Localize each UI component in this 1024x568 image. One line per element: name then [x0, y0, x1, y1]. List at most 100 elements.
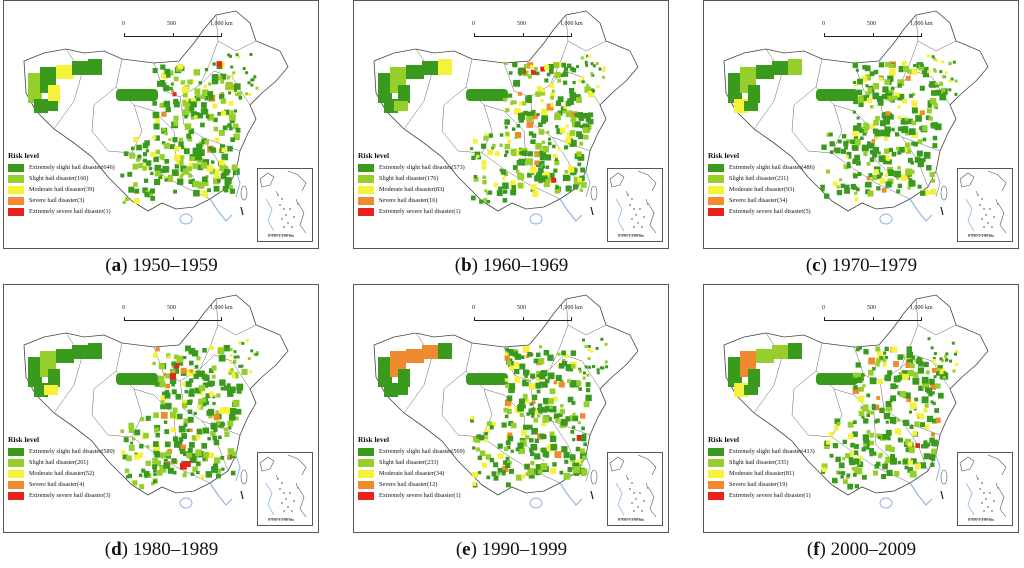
- county-cell: [137, 154, 142, 159]
- county-cell: [873, 404, 880, 411]
- county-cell: [580, 167, 586, 173]
- county-cell: [886, 469, 893, 476]
- hail-region-patch: [772, 61, 788, 75]
- county-cell: [190, 111, 197, 118]
- county-cell: [897, 418, 901, 422]
- county-cell: [253, 75, 257, 79]
- county-cell: [194, 115, 198, 119]
- county-cell: [911, 141, 916, 146]
- county-cell: [200, 474, 205, 479]
- county-cell: [501, 422, 507, 428]
- county-cell: [906, 351, 914, 359]
- county-cell: [548, 398, 554, 404]
- county-cell: [128, 427, 134, 433]
- map-frame: 0 500 1,000 km Risk level Extremely slight h…: [3, 284, 319, 533]
- county-cell: [908, 178, 913, 183]
- county-cell: [539, 345, 543, 349]
- county-cell: [537, 414, 541, 418]
- county-cell: [553, 168, 558, 173]
- county-cell: [553, 153, 558, 159]
- county-cell: [172, 407, 178, 413]
- county-cell: [512, 62, 517, 67]
- coastline: [559, 482, 583, 506]
- county-cell: [873, 119, 879, 126]
- hainan-island: [879, 213, 893, 225]
- map-frame: 0 500 1,000 km Risk level Extremely slight h…: [703, 284, 1019, 533]
- county-cell: [884, 61, 890, 68]
- county-cell: [183, 423, 188, 427]
- county-cell: [508, 468, 514, 474]
- inset-map: 0 550 1,100 km: [957, 168, 1013, 242]
- county-cell: [923, 408, 928, 413]
- county-cell: [920, 190, 926, 196]
- county-cell: [569, 383, 575, 388]
- legend-label: Extremely slight hail disaster: [379, 448, 452, 455]
- county-cell: [190, 101, 195, 106]
- county-cell: [484, 436, 489, 441]
- county-cell: [214, 80, 219, 84]
- panel-period: 1970–1979: [831, 255, 918, 276]
- county-cell: [188, 179, 194, 184]
- county-cell: [907, 369, 914, 377]
- hainan-island: [879, 497, 893, 509]
- county-cell: [854, 82, 858, 87]
- county-cell: [897, 391, 902, 396]
- county-cell: [122, 200, 126, 205]
- county-cell: [888, 147, 893, 152]
- county-cell: [220, 386, 225, 391]
- county-cell: [161, 72, 168, 80]
- county-cell: [923, 151, 931, 159]
- legend-count: (1): [453, 492, 461, 499]
- county-cell: [182, 473, 187, 478]
- county-cell: [165, 383, 171, 389]
- coastline: [909, 482, 933, 506]
- hail-region-patch: [56, 65, 74, 79]
- county-cell: [479, 450, 486, 456]
- hail-region-patch: [744, 101, 758, 111]
- county-cell: [863, 443, 867, 447]
- taiwan-island: [940, 185, 948, 201]
- county-cell: [181, 145, 185, 149]
- county-cell: [602, 66, 606, 70]
- county-cell: [155, 118, 160, 124]
- county-cell: [857, 96, 864, 103]
- county-cell: [599, 366, 603, 370]
- county-cell: [952, 60, 956, 64]
- inset-map: 0 550 1,100 km: [607, 168, 663, 242]
- county-cell: [868, 357, 876, 365]
- legend-item: Slight hail disaster (231): [708, 173, 848, 184]
- county-cell: [853, 125, 859, 131]
- county-cell: [221, 153, 229, 161]
- county-cell: [174, 164, 179, 169]
- county-cell: [845, 453, 851, 459]
- county-cell: [487, 149, 493, 156]
- county-cell: [821, 467, 827, 472]
- county-cell: [596, 371, 600, 375]
- county-cell: [219, 93, 225, 100]
- county-cell: [928, 116, 933, 121]
- county-cell: [854, 484, 859, 489]
- legend-swatch: [708, 491, 724, 500]
- county-cell: [852, 372, 858, 378]
- county-cell: [541, 115, 549, 123]
- county-cell: [176, 161, 180, 165]
- coastline: [585, 170, 591, 198]
- county-cell: [483, 198, 488, 203]
- county-cell: [504, 399, 512, 406]
- legend-label: Extremely slight hail disaster: [729, 448, 802, 455]
- county-cell: [560, 73, 565, 78]
- legend-item: Extremely severe hail disaster (1): [708, 490, 848, 501]
- legend-label: Severe hail disaster: [29, 197, 78, 204]
- legend-label: Slight hail disaster: [29, 459, 76, 466]
- legend-swatch: [358, 480, 374, 489]
- county-cell: [165, 373, 171, 379]
- county-cell: [544, 405, 551, 412]
- county-cell: [872, 366, 876, 371]
- county-cell: [893, 95, 898, 101]
- county-cell: [572, 81, 576, 85]
- county-cell: [862, 405, 869, 412]
- county-cell: [209, 345, 214, 350]
- county-cell: [220, 173, 227, 180]
- county-cell: [598, 67, 602, 71]
- county-cell: [475, 447, 480, 452]
